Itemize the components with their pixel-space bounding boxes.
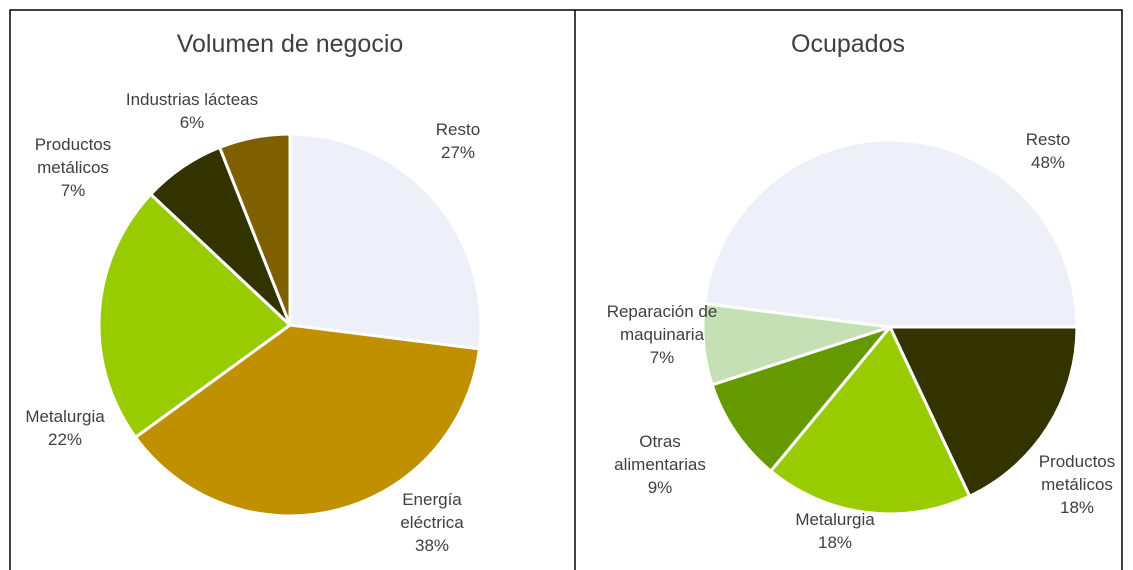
category-label: Metalurgia	[25, 407, 105, 426]
category-label: Resto	[435, 120, 481, 139]
value-label: 6%	[179, 113, 205, 132]
slice-label: Resto 27%	[408, 118, 508, 164]
chart-title: Volumen de negocio	[176, 30, 404, 58]
chart-title: Ocupados	[791, 30, 905, 58]
value-label: 18%	[1059, 498, 1095, 517]
category-label: Reparación de maquinaria	[606, 302, 718, 344]
pie-slice	[217, 132, 292, 326]
frame	[9, 9, 1123, 570]
slice-label: Productos metálicos 7%	[23, 133, 123, 202]
slice-label: Reparación de maquinaria 7%	[597, 300, 727, 369]
category-label: Energía eléctrica	[400, 490, 464, 532]
category-label: Productos metálicos	[34, 135, 112, 177]
value-label: 48%	[1030, 153, 1066, 172]
pie-slice	[97, 192, 293, 440]
pie-slice	[288, 132, 483, 351]
pie-slice	[768, 324, 972, 516]
value-label: 7%	[60, 181, 86, 200]
category-label: Otras alimentarias	[614, 432, 706, 474]
category-label: Industrias lácteas	[125, 90, 259, 109]
pie-slice	[702, 138, 1079, 329]
pie-slice	[887, 325, 1079, 499]
value-label: 38%	[414, 536, 450, 555]
value-label: 9%	[647, 478, 673, 497]
slice-label: Productos metálicos 18%	[1027, 450, 1127, 519]
slice-label: Metalurgia 22%	[10, 405, 120, 451]
value-label: 18%	[817, 533, 853, 552]
category-label: Resto	[1025, 130, 1071, 149]
category-label: Metalurgia	[795, 510, 875, 529]
slice-label: Energía eléctrica 38%	[382, 488, 482, 557]
value-label: 7%	[649, 348, 675, 367]
category-label: Productos metálicos	[1038, 452, 1116, 494]
value-label: 27%	[440, 143, 476, 162]
value-label: 22%	[47, 430, 83, 449]
slice-label: Industrias lácteas 6%	[107, 88, 277, 134]
pie-slice	[710, 323, 895, 474]
pie-slice	[133, 323, 482, 518]
slice-label: Resto 48%	[998, 128, 1098, 174]
slice-label: Metalurgia 18%	[785, 508, 885, 554]
slice-label: Otras alimentarias 9%	[605, 430, 715, 499]
